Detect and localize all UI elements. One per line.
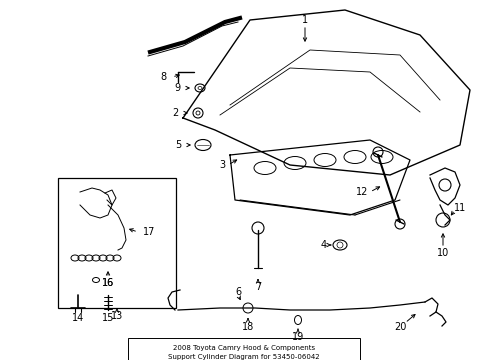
- Circle shape: [336, 242, 342, 248]
- Text: 12: 12: [355, 187, 367, 197]
- Text: 8: 8: [160, 72, 166, 82]
- Text: 14: 14: [72, 313, 84, 323]
- Text: 6: 6: [234, 287, 241, 297]
- Text: 9: 9: [174, 83, 180, 93]
- Text: 1: 1: [301, 15, 307, 25]
- Bar: [58, 178, 176, 308]
- Text: 17: 17: [142, 227, 155, 237]
- Text: 19: 19: [291, 332, 304, 342]
- Text: 18: 18: [242, 322, 254, 332]
- FancyBboxPatch shape: [128, 338, 359, 360]
- Text: 7: 7: [254, 282, 261, 292]
- Text: 20: 20: [393, 322, 406, 332]
- Text: 5: 5: [175, 140, 181, 150]
- Text: 4: 4: [320, 240, 326, 250]
- Text: 2008 Toyota Camry Hood & Components: 2008 Toyota Camry Hood & Components: [173, 345, 314, 351]
- Text: 2: 2: [171, 108, 178, 118]
- Text: 15: 15: [102, 313, 114, 323]
- Text: 3: 3: [219, 160, 224, 170]
- Ellipse shape: [198, 86, 202, 90]
- Text: Support Cylinder Diagram for 53450-06042: Support Cylinder Diagram for 53450-06042: [168, 354, 319, 360]
- Text: 13: 13: [111, 311, 123, 321]
- Text: 11: 11: [453, 203, 465, 213]
- Text: 10: 10: [436, 248, 448, 258]
- Text: 16: 16: [102, 278, 114, 288]
- Text: 16: 16: [102, 278, 114, 288]
